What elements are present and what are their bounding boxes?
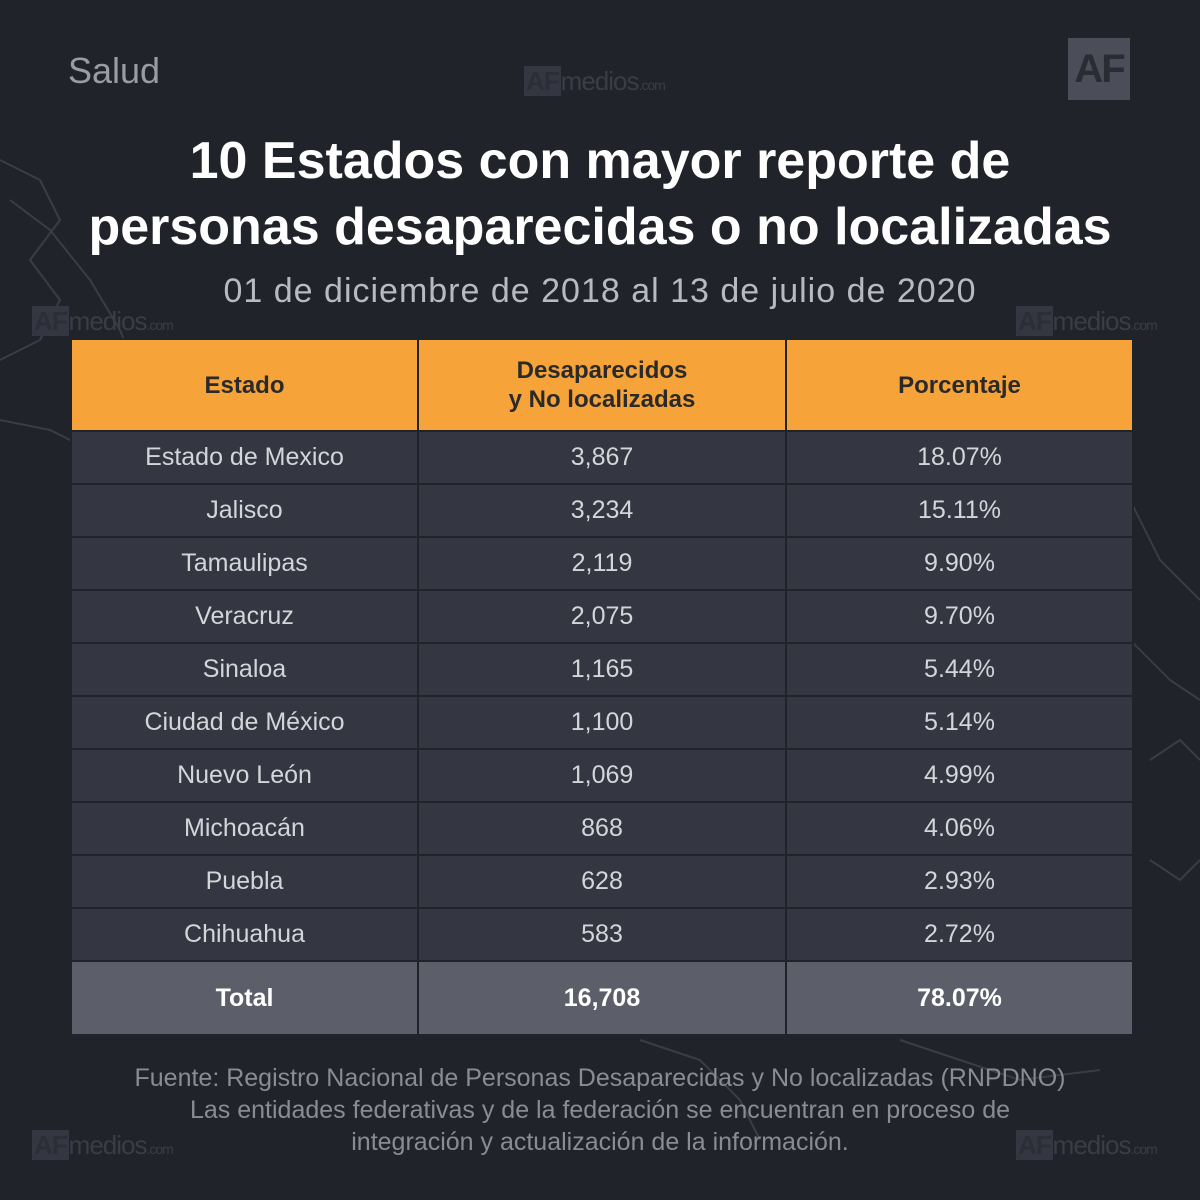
source-line-3: integración y actualización de la inform… bbox=[351, 1128, 849, 1156]
watermark: AFmedios.com bbox=[1016, 1130, 1158, 1161]
table-row: Michoacán 868 4.06% bbox=[70, 801, 1134, 856]
total-row: Total 16,708 78.07% bbox=[70, 960, 1134, 1036]
watermark-text: medios bbox=[68, 306, 148, 336]
cell-estado: Nuevo León bbox=[70, 748, 419, 803]
watermark-suffix: .com bbox=[1130, 317, 1158, 333]
watermark: AFmedios.com bbox=[1016, 306, 1158, 337]
cell-porcentaje: 5.14% bbox=[785, 695, 1134, 750]
watermark-text: medios bbox=[1052, 306, 1132, 336]
chart-subtitle: 01 de diciembre de 2018 al 13 de julio d… bbox=[223, 272, 977, 310]
column-header-estado: Estado bbox=[70, 338, 419, 432]
total-porcentaje: 78.07% bbox=[785, 960, 1134, 1036]
cell-desaparecidos: 2,075 bbox=[417, 589, 787, 644]
cell-estado: Ciudad de México bbox=[70, 695, 419, 750]
cell-estado: Chihuahua bbox=[70, 907, 419, 962]
cell-porcentaje: 9.70% bbox=[785, 589, 1134, 644]
watermark-text: medios bbox=[1052, 1130, 1132, 1160]
cell-estado: Puebla bbox=[70, 854, 419, 909]
cell-desaparecidos: 3,234 bbox=[417, 483, 787, 538]
cell-estado: Veracruz bbox=[70, 589, 419, 644]
cell-desaparecidos: 868 bbox=[417, 801, 787, 856]
cell-porcentaje: 9.90% bbox=[785, 536, 1134, 591]
title-line-2: personas desaparecidas o no localizadas bbox=[88, 198, 1112, 256]
cell-porcentaje: 15.11% bbox=[785, 483, 1134, 538]
cell-estado: Michoacán bbox=[70, 801, 419, 856]
source-note: Fuente: Registro Nacional de Personas De… bbox=[0, 1062, 1200, 1158]
cell-porcentaje: 4.99% bbox=[785, 748, 1134, 803]
column-header-line: Estado bbox=[204, 371, 285, 399]
column-header-desaparecidos: Desaparecidos y No localizadas bbox=[417, 338, 787, 432]
watermark-af: AF bbox=[1016, 306, 1053, 336]
cell-desaparecidos: 2,119 bbox=[417, 536, 787, 591]
table-row: Tamaulipas 2,119 9.90% bbox=[70, 536, 1134, 591]
cell-desaparecidos: 3,867 bbox=[417, 430, 787, 485]
watermark-af: AF bbox=[524, 66, 561, 96]
cell-desaparecidos: 628 bbox=[417, 854, 787, 909]
watermark-text: medios bbox=[68, 1130, 148, 1160]
table-body: Estado de Mexico 3,867 18.07% Jalisco 3,… bbox=[70, 430, 1134, 1036]
cell-porcentaje: 5.44% bbox=[785, 642, 1134, 697]
column-header-porcentaje: Porcentaje bbox=[785, 338, 1134, 432]
table-row: Veracruz 2,075 9.70% bbox=[70, 589, 1134, 644]
column-header-line: Desaparecidos bbox=[516, 357, 688, 384]
cell-desaparecidos: 1,165 bbox=[417, 642, 787, 697]
source-line-2: Las entidades federativas y de la federa… bbox=[190, 1096, 1010, 1124]
table-row: Sinaloa 1,165 5.44% bbox=[70, 642, 1134, 697]
cell-estado: Jalisco bbox=[70, 483, 419, 538]
af-logo: AF bbox=[1068, 38, 1130, 100]
total-label: Total bbox=[70, 960, 419, 1036]
cell-porcentaje: 2.72% bbox=[785, 907, 1134, 962]
column-header-line: Porcentaje bbox=[898, 371, 1021, 399]
total-desaparecidos: 16,708 bbox=[417, 960, 787, 1036]
watermark-af: AF bbox=[1016, 1130, 1053, 1160]
table-row: Nuevo León 1,069 4.99% bbox=[70, 748, 1134, 803]
cell-estado: Sinaloa bbox=[70, 642, 419, 697]
data-table: Estado Desaparecidos y No localizadas Po… bbox=[70, 338, 1134, 1036]
table-header-row: Estado Desaparecidos y No localizadas Po… bbox=[70, 338, 1134, 432]
source-line-1: Fuente: Registro Nacional de Personas De… bbox=[134, 1064, 1066, 1092]
table-row: Jalisco 3,234 15.11% bbox=[70, 483, 1134, 538]
cell-estado: Estado de Mexico bbox=[70, 430, 419, 485]
cell-desaparecidos: 1,069 bbox=[417, 748, 787, 803]
table-row: Estado de Mexico 3,867 18.07% bbox=[70, 430, 1134, 485]
watermark-text: medios bbox=[560, 66, 640, 96]
cell-desaparecidos: 583 bbox=[417, 907, 787, 962]
watermark-af: AF bbox=[32, 306, 69, 336]
watermark-suffix: .com bbox=[146, 1141, 174, 1157]
cell-porcentaje: 2.93% bbox=[785, 854, 1134, 909]
cell-porcentaje: 4.06% bbox=[785, 801, 1134, 856]
watermark: AFmedios.com bbox=[32, 306, 174, 337]
cell-desaparecidos: 1,100 bbox=[417, 695, 787, 750]
watermark-suffix: .com bbox=[1130, 1141, 1158, 1157]
watermark-suffix: .com bbox=[146, 317, 174, 333]
watermark-af: AF bbox=[32, 1130, 69, 1160]
table-row: Ciudad de México 1,100 5.14% bbox=[70, 695, 1134, 750]
watermark: AFmedios.com bbox=[524, 66, 666, 97]
column-header-line: y No localizadas bbox=[508, 386, 696, 413]
title-line-1: 10 Estados con mayor reporte de bbox=[189, 132, 1011, 190]
watermark-suffix: .com bbox=[638, 77, 666, 93]
table-row: Puebla 628 2.93% bbox=[70, 854, 1134, 909]
cell-estado: Tamaulipas bbox=[70, 536, 419, 591]
table-row: Chihuahua 583 2.72% bbox=[70, 907, 1134, 962]
watermark: AFmedios.com bbox=[32, 1130, 174, 1161]
section-label: Salud bbox=[68, 50, 161, 91]
chart-title: 10 Estados con mayor reporte de personas… bbox=[0, 128, 1200, 260]
cell-porcentaje: 18.07% bbox=[785, 430, 1134, 485]
